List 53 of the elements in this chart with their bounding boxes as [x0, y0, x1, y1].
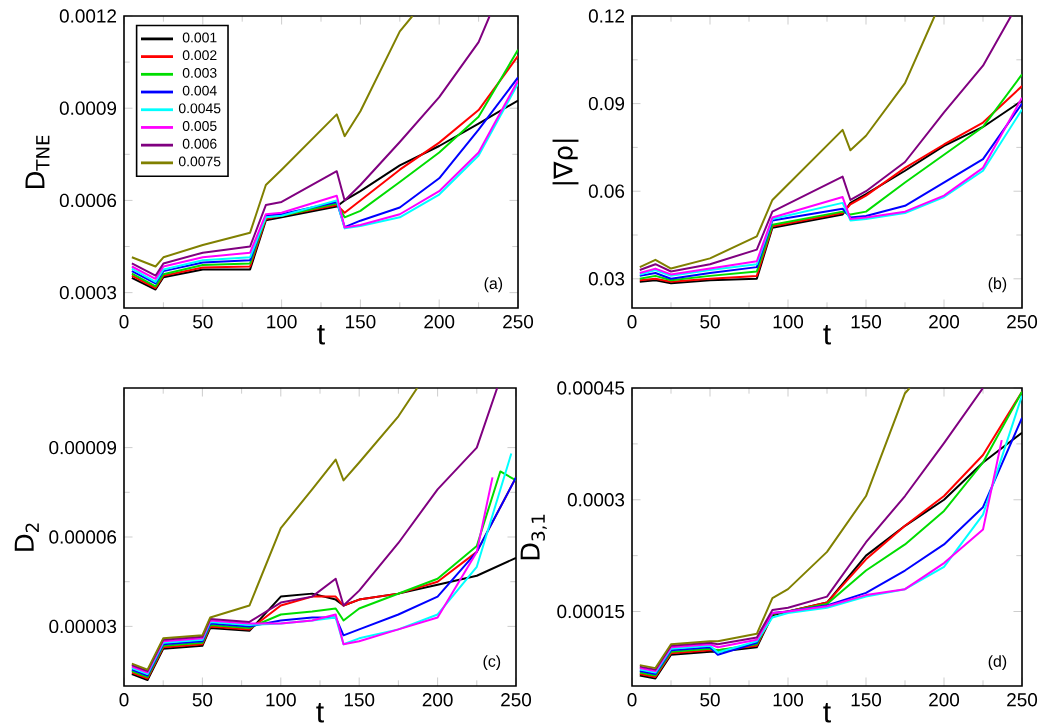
y-tick-label: 0.00003: [49, 619, 117, 634]
y-tick-label: 0.0012: [59, 9, 117, 23]
x-axis-title: t: [317, 325, 325, 345]
y-tick-label: 0.0003: [567, 493, 625, 507]
x-tick-label: 150: [851, 693, 882, 707]
y-axis-title: |∇ρ|: [552, 139, 579, 185]
y-axis-title: D$_{3,1}$: [520, 514, 547, 560]
x-tick-label: 50: [192, 693, 213, 707]
x-tick-label: 250: [503, 315, 534, 329]
x-tick-label: 250: [1007, 315, 1038, 329]
x-tick-label: 200: [929, 315, 960, 329]
x-tick-label: 50: [700, 315, 720, 329]
x-tick-label: 100: [266, 693, 296, 707]
x-tick-label: 0: [627, 693, 637, 707]
y-tick-label: 0.0003: [59, 285, 117, 300]
x-axis-title: t: [823, 703, 831, 723]
line-series: [638, 16, 1013, 273]
x-tick-label: 0: [119, 315, 129, 329]
y-tick-label: 0.06: [588, 184, 625, 198]
x-tick-label: 0: [627, 315, 637, 329]
y-tick-label: 0.00009: [49, 440, 117, 455]
y-tick-label: 0.00045: [557, 381, 625, 395]
line-series: [130, 388, 419, 671]
x-tick-label: 200: [929, 693, 960, 707]
x-tick-label: 100: [267, 315, 297, 329]
x-tick-label: 150: [346, 315, 376, 329]
line-series: [638, 16, 936, 270]
x-tick-label: 150: [344, 693, 375, 707]
x-axis-title: t: [316, 703, 324, 723]
y-tick-label: 0.03: [588, 272, 625, 286]
x-tick-label: 50: [193, 315, 213, 329]
line-series: [638, 388, 911, 670]
x-tick-label: 50: [700, 693, 720, 707]
x-tick-label: 100: [773, 315, 804, 329]
y-tick-label: 0.12: [588, 9, 625, 23]
line-series: [130, 16, 414, 268]
x-tick-label: 200: [424, 315, 455, 329]
y-tick-label: 0.0009: [59, 101, 117, 115]
y-tick-label: 0.0006: [59, 193, 117, 208]
x-tick-label: 150: [851, 315, 882, 329]
x-tick-label: 100: [773, 693, 804, 707]
y-tick-label: 0.00015: [557, 604, 625, 619]
line-series: [130, 16, 491, 277]
x-tick-label: 200: [422, 693, 453, 707]
x-axis-title: t: [823, 325, 831, 345]
x-tick-label: 250: [501, 693, 532, 707]
x-tick-label: 0: [119, 693, 129, 707]
line-series: [130, 388, 499, 673]
x-tick-label: 250: [1007, 693, 1038, 707]
y-axis-title: D$_{TNE}$: [25, 135, 50, 188]
y-tick-label: 0.00006: [49, 530, 117, 544]
y-axis-title: D$_{2}$: [14, 523, 39, 551]
y-tick-label: 0.09: [588, 96, 625, 111]
